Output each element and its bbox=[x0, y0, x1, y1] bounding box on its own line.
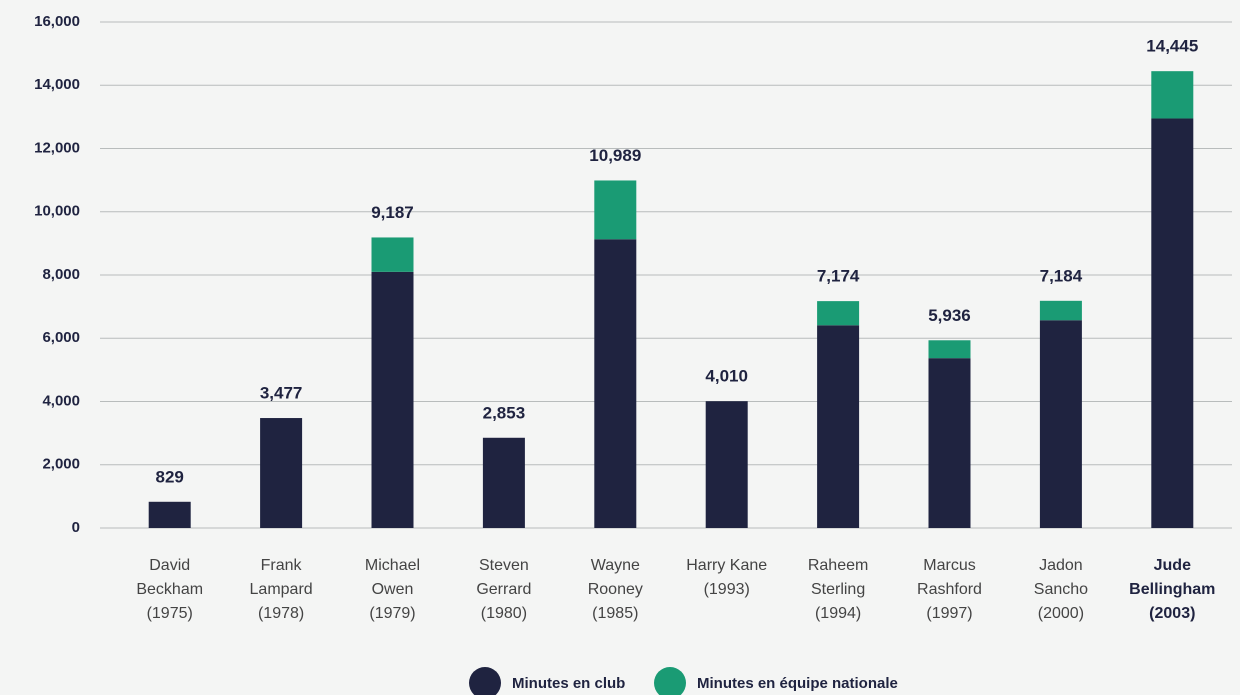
x-tick-label: Beckham bbox=[136, 581, 203, 598]
x-tick-label: Michael bbox=[365, 557, 420, 574]
x-tick-label: Jude bbox=[1154, 557, 1191, 574]
y-tick-label: 8,000 bbox=[42, 266, 80, 283]
bar-segment bbox=[148, 501, 191, 528]
y-tick-label: 2,000 bbox=[42, 456, 80, 473]
x-tick-label: Sterling bbox=[811, 581, 865, 598]
x-tick-label: (1994) bbox=[815, 605, 861, 622]
total-label: 4,010 bbox=[705, 367, 748, 386]
x-tick-label: Harry Kane bbox=[686, 557, 767, 574]
y-tick-label: 6,000 bbox=[42, 329, 80, 346]
x-tick-label: Rooney bbox=[588, 581, 643, 598]
x-tick-label: Rashford bbox=[917, 581, 982, 598]
legend-swatch bbox=[469, 667, 501, 695]
x-tick-label: Sancho bbox=[1034, 581, 1088, 598]
total-label: 10,989 bbox=[589, 146, 641, 165]
bar-segment bbox=[1151, 118, 1194, 529]
y-tick-label: 14,000 bbox=[34, 76, 80, 93]
x-tick-label: (1980) bbox=[481, 605, 527, 622]
bar-segment bbox=[705, 401, 748, 528]
x-tick-label: (1993) bbox=[704, 581, 750, 598]
x-tick-label: Raheem bbox=[808, 557, 868, 574]
x-tick-label: Owen bbox=[372, 581, 414, 598]
bar-segment bbox=[817, 325, 860, 528]
bar-segment bbox=[817, 301, 860, 326]
bar-segment bbox=[371, 271, 414, 528]
total-label: 14,445 bbox=[1146, 37, 1198, 56]
bar-segment bbox=[1039, 300, 1082, 321]
bar-segment bbox=[594, 239, 637, 529]
x-tick-label: Gerrard bbox=[476, 581, 531, 598]
x-tick-label: Wayne bbox=[591, 557, 640, 574]
x-tick-label: (1997) bbox=[926, 605, 972, 622]
x-tick-label: Steven bbox=[479, 557, 529, 574]
bar-segment bbox=[482, 437, 525, 528]
x-tick-label: (1979) bbox=[369, 605, 415, 622]
y-tick-label: 16,000 bbox=[34, 13, 80, 30]
total-label: 2,853 bbox=[483, 403, 526, 422]
x-tick-label: Jadon bbox=[1039, 557, 1083, 574]
total-label: 5,936 bbox=[928, 306, 971, 325]
x-tick-label: Lampard bbox=[250, 581, 313, 598]
bar-segment bbox=[260, 418, 303, 528]
legend-label: Minutes en club bbox=[512, 675, 625, 692]
x-tick-label: (2003) bbox=[1149, 605, 1195, 622]
x-tick-label: Bellingham bbox=[1129, 581, 1215, 598]
x-tick-label: Marcus bbox=[923, 557, 975, 574]
bar-segment bbox=[371, 237, 414, 272]
bar-segment bbox=[1151, 71, 1194, 119]
total-label: 7,184 bbox=[1040, 266, 1083, 285]
bar-segment bbox=[928, 358, 971, 528]
x-tick-label: (1978) bbox=[258, 605, 304, 622]
total-label: 9,187 bbox=[371, 203, 414, 222]
total-label: 3,477 bbox=[260, 384, 303, 403]
y-tick-label: 0 bbox=[72, 519, 80, 536]
bar-segment bbox=[1039, 320, 1082, 528]
bar-segment bbox=[594, 180, 637, 240]
y-tick-label: 10,000 bbox=[34, 203, 80, 220]
total-label: 7,174 bbox=[817, 267, 860, 286]
y-tick-label: 4,000 bbox=[42, 392, 80, 409]
x-tick-label: (1985) bbox=[592, 605, 638, 622]
total-label: 829 bbox=[156, 467, 184, 486]
legend-label: Minutes en équipe nationale bbox=[697, 675, 898, 692]
legend-swatch bbox=[654, 667, 686, 695]
x-tick-label: Frank bbox=[261, 557, 303, 574]
x-tick-label: David bbox=[149, 557, 190, 574]
bar-segment bbox=[928, 340, 971, 359]
x-tick-label: (1975) bbox=[147, 605, 193, 622]
y-tick-label: 12,000 bbox=[34, 139, 80, 156]
x-tick-label: (2000) bbox=[1038, 605, 1084, 622]
